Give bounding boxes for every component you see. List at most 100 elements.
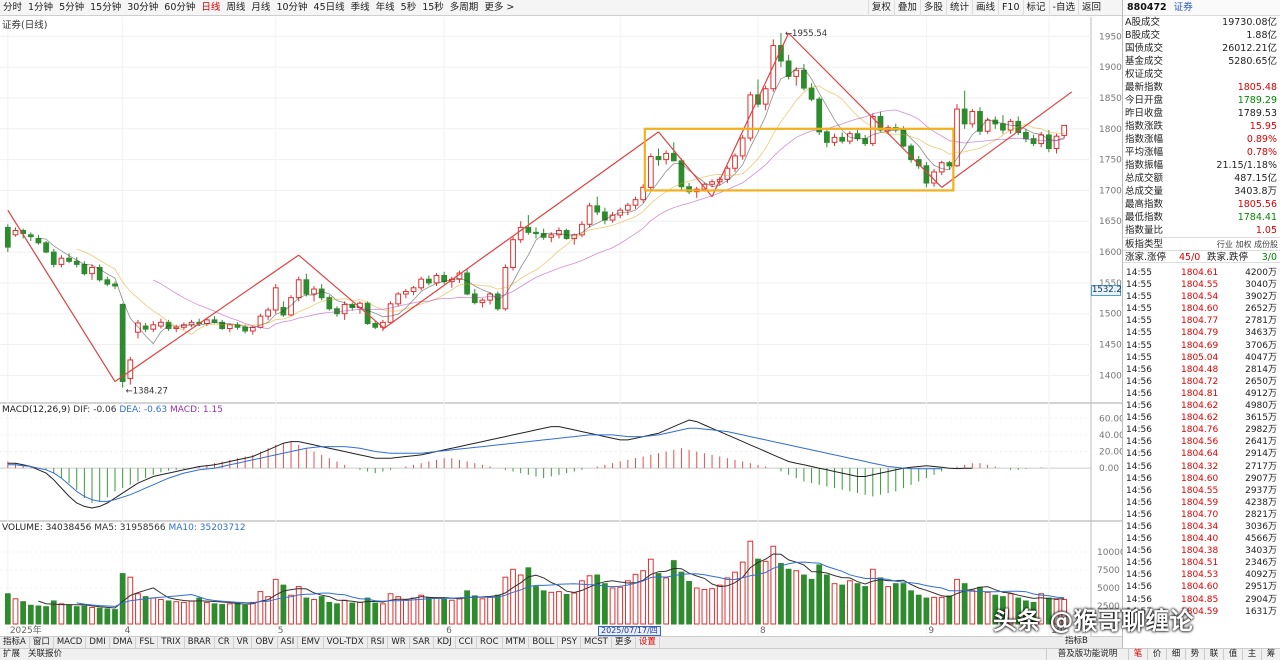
candle [135,322,141,333]
volume-bar [663,577,670,625]
indicator-tab-10[interactable]: OBV [252,637,278,648]
panel-tab-3[interactable]: 势 [1185,649,1204,660]
timeframe-3[interactable]: 15分钟 [90,2,122,13]
indicator-tab-3[interactable]: DMI [86,637,110,648]
indicator-tab-6[interactable]: TRIX [158,637,185,648]
tool-5[interactable]: F10 [997,0,1023,16]
indicator-tab-20[interactable]: MTM [503,637,530,648]
volume-bar [640,570,647,625]
tick-price: 1804.77 [1181,316,1219,327]
timeframe-14[interactable]: 15秒 [422,2,444,13]
tick-row: 14:56 1804.70 2821万 [1123,509,1280,521]
indicator-b-tab[interactable]: 指标B [1063,636,1090,647]
indicator-tab-19[interactable]: ROC [477,637,503,648]
timeframe-6[interactable]: 日线 [201,2,221,13]
candle [150,324,157,330]
tick-time: 14:56 [1126,546,1152,557]
tool-6[interactable]: 标记 [1022,0,1049,16]
indicator-tab-14[interactable]: RSI [368,637,389,648]
timeframe-9[interactable]: 10分钟 [276,2,308,13]
timeframe-2[interactable]: 5分钟 [59,2,85,13]
tool-3[interactable]: 统计 [945,0,972,16]
indicator-tab-0[interactable]: 指标A [0,637,30,648]
volume-bar [862,586,869,625]
indicator-tab-25[interactable]: 设置 [636,637,660,648]
volume-bar [877,577,884,625]
panel-tab-1[interactable]: 价 [1147,649,1166,660]
timeframe-12[interactable]: 年线 [375,2,395,13]
indicator-tab-7[interactable]: BRAR [185,637,215,648]
panel-tab-2[interactable]: 细 [1166,649,1185,660]
indicator-tab-2[interactable]: MACD [54,637,87,648]
timeframe-8[interactable]: 月线 [251,2,271,13]
indicator-tab-11[interactable]: ASI [278,637,299,648]
panel-tab-7[interactable]: 筹 [1261,649,1280,660]
timeframe-1[interactable]: 1分钟 [28,2,54,13]
indicator-tab-16[interactable]: SAR [410,637,434,648]
tool-4[interactable]: 画线 [971,0,998,16]
panel-tab-5[interactable]: 值 [1223,649,1242,660]
volume-bar [142,596,149,625]
indicator-tab-1[interactable]: 窗口 [30,637,54,648]
volume-bar [854,583,861,625]
feature-help[interactable]: 普及版功能说明 [1046,649,1128,660]
tick-price: 1804.64 [1181,449,1219,460]
tick-price: 1804.59 [1181,497,1219,508]
indicator-tab-13[interactable]: VOL-TDX [324,637,368,648]
indicator-tab-18[interactable]: CCI [456,637,477,648]
price-tick: 1950 [1099,32,1122,42]
status-expand[interactable]: 扩展 [3,649,21,659]
timeframe-10[interactable]: 45日线 [313,2,345,13]
volume-bar [793,570,800,625]
candle [762,88,769,105]
timeframe-0[interactable]: 分时 [3,2,23,13]
price-tick: 1700 [1099,186,1122,196]
volume-bar [632,573,639,625]
candle [946,162,953,167]
tool-7[interactable]: -自选 [1048,0,1078,16]
stat-row: 今日开盘 1789.29 [1123,94,1280,107]
volume-bar [173,601,180,625]
candle [824,131,830,143]
tick-row: 14:55 1804.54 3902万 [1123,291,1280,303]
indicator-tab-23[interactable]: MCST [581,637,612,648]
timeframe-4[interactable]: 30分钟 [127,2,159,13]
indicator-tab-8[interactable]: CR [215,637,234,648]
status-related[interactable]: 关联报价 [28,649,63,659]
macd-tick: 0.00 [1099,464,1119,474]
timeframe-11[interactable]: 季线 [350,2,370,13]
tool-1[interactable]: 叠加 [893,0,920,16]
volume-tick: 5000 [1097,584,1120,594]
panel-tab-4[interactable]: 联 [1204,649,1223,660]
panel-tab-6[interactable]: 主 [1242,649,1261,660]
kline-chart[interactable]: 1950 1900 1850 1800 1750 1700 1650 1600 1550 1500… [0,0,1122,636]
timeframe-13[interactable]: 5秒 [400,2,417,13]
indicator-tab-22[interactable]: PSY [558,637,581,648]
timeframe-5[interactable]: 60分钟 [164,2,196,13]
timeframe-15[interactable]: 多周期 [449,2,479,13]
tick-time: 14:56 [1126,570,1152,581]
indicator-tab-24[interactable]: 更多 [612,637,636,648]
price-tick: 1750 [1099,156,1122,166]
tick-row: 14:56 1804.85 2904万 [1123,594,1280,606]
timeframe-7[interactable]: 周线 [226,2,246,13]
indicator-tab-5[interactable]: FSL [136,637,159,648]
volume-bar [770,545,777,625]
indicator-tab-12[interactable]: EMV [298,637,324,648]
candle [226,324,233,329]
volume-bar [647,558,654,625]
tool-2[interactable]: 多股 [919,0,946,16]
indicator-tab-15[interactable]: WR [388,637,410,648]
panel-tab-0[interactable]: 笔 [1128,649,1147,660]
indicator-tab-4[interactable]: DMA [110,637,137,648]
timeframe-16[interactable]: 更多 > [484,2,515,13]
indicator-tab-21[interactable]: BOLL [529,637,559,648]
volume-bar [586,575,593,625]
board-buttons[interactable]: 行业 加权 成份股 [1216,240,1278,249]
tool-8[interactable]: 返回 [1077,0,1104,16]
indicator-tab-9[interactable]: VR [234,637,253,648]
indicator-tab-17[interactable]: KDJ [434,637,456,648]
index-name[interactable]: 证券 [1173,2,1193,13]
tool-0[interactable]: 复权 [867,0,894,16]
chart-tools: 复权 叠加 多股 统计 画线 F10 标记 -自选 返回 [867,0,1104,16]
